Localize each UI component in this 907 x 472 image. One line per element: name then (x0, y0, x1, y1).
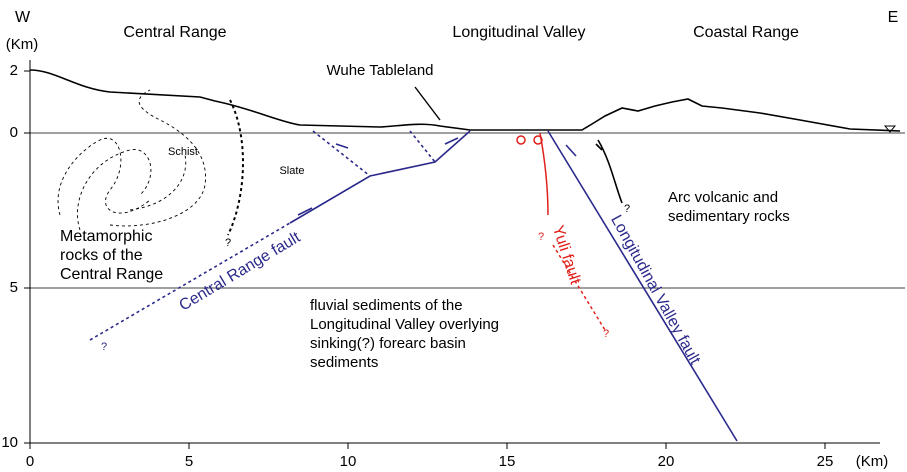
label: Schist (168, 146, 198, 158)
x-tick: 20 (658, 453, 675, 470)
arc-fault (596, 140, 622, 203)
label: Longitudinal Valley fault (607, 212, 704, 368)
y-tick: 5 (10, 279, 18, 296)
question: ? (603, 328, 609, 340)
question: ? (624, 203, 630, 215)
y-tick: 10 (1, 434, 18, 451)
label: Central Range fault (176, 229, 303, 315)
east: E (888, 9, 899, 26)
region: Central Range (123, 24, 226, 41)
x-tick: 15 (499, 453, 516, 470)
label: Metamorphic (60, 228, 152, 245)
region: Coastal Range (693, 24, 799, 41)
x-tick: 25 (817, 453, 834, 470)
label: fluvial sediments of the (310, 297, 463, 314)
question: ? (101, 341, 107, 353)
x-unit: (Km) (856, 453, 889, 470)
y-unit: (Km) (6, 36, 39, 53)
label: sedimentary rocks (668, 208, 790, 225)
label: Central Range (60, 266, 163, 283)
y-tick: 0 (10, 124, 18, 141)
label: Yuli fault (549, 224, 584, 287)
question: ? (538, 231, 544, 243)
x-tick: 5 (185, 453, 193, 470)
label: sinking(?) forearc basin (310, 335, 466, 352)
label: Wuhe Tableland (326, 62, 433, 79)
label: Arc volcanic and (668, 189, 778, 206)
label: rocks of the (60, 247, 143, 264)
leader (415, 87, 440, 120)
label: Longitudinal Valley overlying (310, 316, 499, 333)
y-tick: 2 (10, 62, 18, 79)
west: W (15, 9, 31, 26)
longitudinal-valley-fault (548, 131, 737, 441)
label: Slate (279, 165, 304, 177)
question: ? (225, 237, 231, 249)
label: sediments (310, 354, 378, 371)
x-tick: 0 (26, 453, 34, 470)
fault-dashed (228, 100, 243, 235)
folds (58, 90, 206, 230)
x-tick: 10 (340, 453, 357, 470)
region: Longitudinal Valley (452, 24, 585, 41)
cross-section: W E (Km) (Km) Central Range Longitudinal… (0, 0, 907, 472)
surface-profile (30, 70, 900, 131)
